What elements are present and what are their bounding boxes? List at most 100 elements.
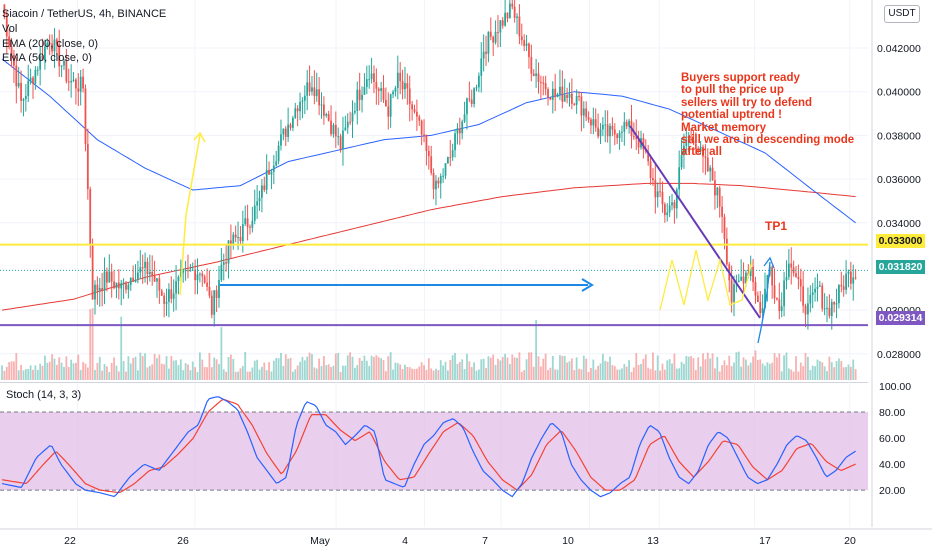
volume-bar bbox=[380, 358, 383, 380]
volume-bar bbox=[587, 371, 590, 380]
volume-bar bbox=[849, 366, 852, 380]
candle-body bbox=[275, 161, 278, 166]
candle-body bbox=[151, 272, 154, 276]
candle-body bbox=[356, 89, 359, 111]
volume-bar bbox=[330, 367, 332, 380]
candle-body bbox=[632, 136, 635, 138]
candle-body bbox=[77, 88, 80, 92]
candle-body bbox=[458, 128, 461, 134]
volume-bar bbox=[771, 362, 774, 380]
volume-bar bbox=[535, 320, 538, 380]
volume-bar bbox=[454, 352, 456, 380]
volume-bar bbox=[485, 368, 487, 380]
volume-bar bbox=[549, 367, 552, 380]
volume-bar bbox=[356, 365, 359, 380]
volume-bar bbox=[337, 353, 340, 380]
volume-bar bbox=[675, 368, 678, 380]
candle-body bbox=[55, 39, 58, 45]
candle-body bbox=[153, 275, 156, 282]
candle-body bbox=[287, 124, 290, 137]
candle-body bbox=[621, 131, 623, 133]
candle-body bbox=[39, 55, 42, 70]
volume-bar bbox=[632, 367, 635, 380]
volume-bar bbox=[77, 354, 80, 380]
candle-body bbox=[270, 171, 273, 175]
volume-bar bbox=[370, 355, 373, 380]
candle-body bbox=[697, 149, 700, 151]
candle-body bbox=[799, 279, 802, 287]
volume-bar bbox=[408, 367, 411, 380]
volume-bar bbox=[737, 351, 740, 380]
volume-bar bbox=[628, 360, 630, 380]
candle-body bbox=[814, 288, 816, 293]
volume-bar bbox=[656, 355, 659, 380]
candle-body bbox=[141, 267, 144, 269]
candle-body bbox=[334, 124, 337, 137]
volume-bar bbox=[609, 356, 611, 380]
volume-bar bbox=[318, 358, 321, 380]
candle-body bbox=[394, 87, 397, 92]
volume-bar bbox=[599, 363, 602, 380]
candle-body bbox=[721, 206, 723, 217]
candle-body bbox=[244, 218, 247, 225]
candle-body bbox=[291, 117, 294, 128]
volume-bar bbox=[172, 360, 175, 380]
candle-body bbox=[494, 32, 497, 43]
volume-bar bbox=[168, 368, 170, 380]
volume-bar bbox=[663, 369, 666, 380]
candle-body bbox=[256, 201, 259, 206]
volume-bar bbox=[322, 356, 325, 380]
candle-body bbox=[730, 280, 733, 303]
volume-bar bbox=[358, 357, 361, 380]
stoch-tick-label: 60.00 bbox=[879, 433, 905, 445]
volume-bar bbox=[652, 352, 654, 380]
candle-body bbox=[797, 276, 800, 280]
volume-bar bbox=[740, 366, 743, 380]
volume-bar bbox=[621, 368, 623, 380]
volume-bar bbox=[301, 356, 304, 380]
volume-bar bbox=[532, 366, 535, 380]
volume-bar bbox=[208, 353, 211, 380]
candle-body bbox=[468, 98, 471, 100]
candle-body bbox=[838, 284, 840, 304]
volume-bar bbox=[122, 361, 125, 380]
yellow-projection bbox=[179, 134, 201, 296]
candle-body bbox=[206, 282, 208, 287]
candle-body bbox=[783, 280, 785, 307]
volume-bar bbox=[406, 366, 409, 380]
candle-body bbox=[575, 95, 578, 105]
volume-bar bbox=[544, 353, 547, 380]
candle-body bbox=[327, 113, 330, 121]
volume-bar bbox=[246, 371, 249, 380]
volume-bar bbox=[466, 353, 468, 380]
volume-bar bbox=[53, 358, 56, 380]
volume-bar bbox=[840, 361, 843, 380]
volume-bar bbox=[232, 358, 235, 380]
candle-body bbox=[148, 272, 151, 275]
candle-body bbox=[170, 289, 173, 299]
candle-body bbox=[187, 270, 189, 272]
ema200-path bbox=[1, 182, 856, 311]
volume-bar bbox=[694, 370, 697, 380]
candle-body bbox=[208, 286, 211, 296]
candle-body bbox=[120, 283, 123, 289]
volume-bar bbox=[241, 366, 244, 380]
volume-bar bbox=[210, 367, 213, 380]
volume-bar bbox=[461, 359, 464, 380]
volume-bar bbox=[826, 371, 828, 380]
volume-bar bbox=[716, 356, 719, 380]
candle-body bbox=[826, 307, 828, 309]
volume-bar bbox=[635, 353, 638, 380]
volume-bar bbox=[277, 358, 280, 380]
volume-bar bbox=[706, 352, 709, 380]
volume-bar bbox=[575, 357, 578, 380]
volume-bar bbox=[618, 369, 621, 380]
candle-body bbox=[392, 91, 394, 95]
volume-bar bbox=[847, 364, 850, 380]
candle-body bbox=[516, 16, 518, 18]
candle-body bbox=[103, 271, 106, 291]
currency-button[interactable]: USDT bbox=[884, 5, 920, 23]
volume-bar bbox=[654, 370, 657, 380]
